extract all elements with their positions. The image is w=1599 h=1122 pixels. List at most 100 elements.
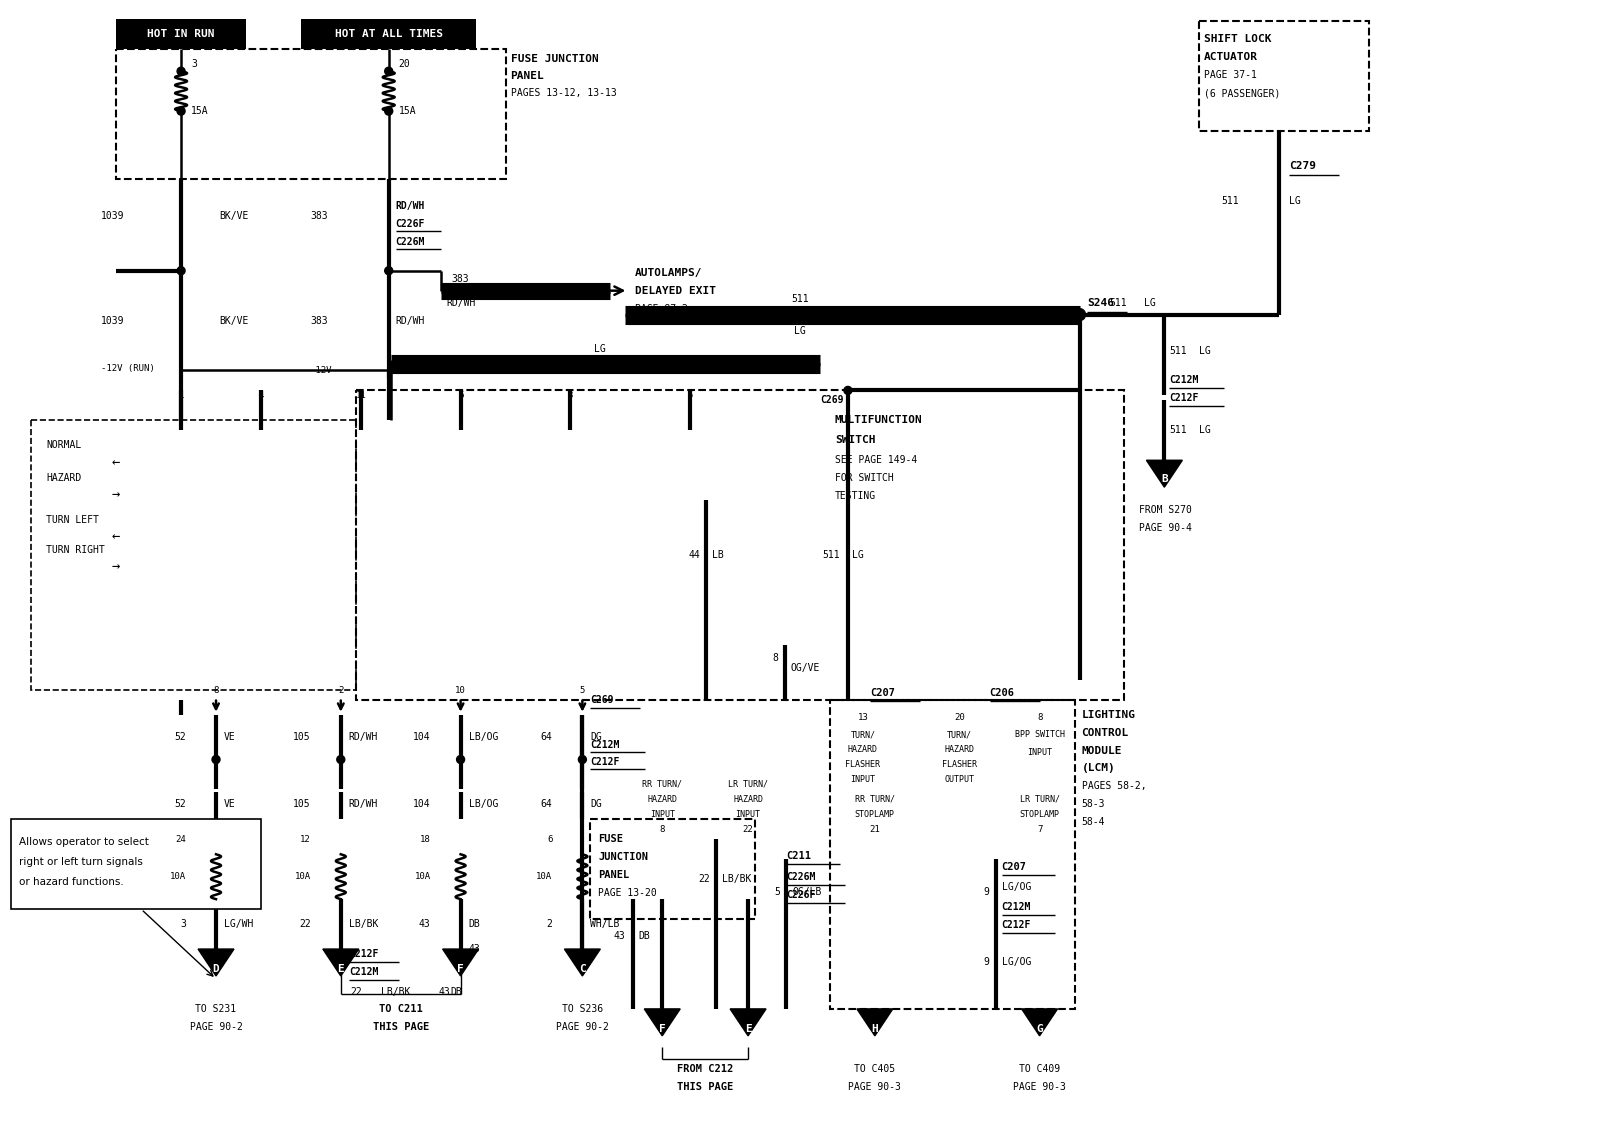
Circle shape: [385, 267, 393, 275]
Text: RD/WH: RD/WH: [349, 732, 377, 742]
Text: 52: 52: [174, 732, 185, 742]
Text: LG: LG: [595, 343, 606, 353]
Text: 22: 22: [742, 825, 753, 834]
Text: FUSE: FUSE: [598, 835, 624, 845]
Text: (LCM): (LCM): [1081, 763, 1115, 773]
Text: PAGE 13-20: PAGE 13-20: [598, 889, 657, 899]
Text: C269: C269: [590, 695, 614, 705]
Text: SWITCH: SWITCH: [835, 435, 875, 445]
Text: JUNCTION: JUNCTION: [598, 853, 648, 863]
Bar: [301, 19, 475, 49]
Text: THIS PAGE: THIS PAGE: [676, 1082, 734, 1092]
Text: →: →: [112, 487, 120, 502]
Text: HAZARD: HAZARD: [648, 794, 678, 803]
Text: TO S231: TO S231: [195, 1004, 237, 1014]
Text: C269: C269: [820, 395, 843, 405]
Bar: [355, 390, 1124, 700]
Text: LR TURN/: LR TURN/: [1020, 794, 1060, 803]
Text: LB: LB: [712, 550, 724, 560]
Text: 383: 383: [310, 211, 328, 221]
Text: 64: 64: [540, 799, 552, 809]
Text: PANEL: PANEL: [510, 71, 544, 81]
Text: 105: 105: [293, 732, 310, 742]
Text: 20: 20: [398, 59, 411, 70]
Text: LG: LG: [795, 325, 806, 335]
Text: 383: 383: [453, 274, 470, 284]
Text: 5: 5: [774, 888, 780, 898]
Text: DB: DB: [638, 931, 651, 941]
Text: 2: 2: [337, 686, 344, 695]
Text: 10A: 10A: [536, 872, 552, 881]
Text: 1039: 1039: [101, 315, 125, 325]
Text: C279: C279: [1289, 160, 1316, 171]
Text: F: F: [659, 1024, 665, 1033]
Polygon shape: [323, 949, 358, 976]
Text: RD/WH: RD/WH: [446, 297, 475, 307]
Text: PAGE 90-2: PAGE 90-2: [556, 1022, 609, 1032]
Text: LG/WH: LG/WH: [224, 919, 253, 929]
Polygon shape: [731, 1009, 766, 1036]
Polygon shape: [1146, 460, 1182, 487]
Text: 9: 9: [983, 957, 990, 967]
Text: C207: C207: [1001, 862, 1027, 872]
Circle shape: [385, 107, 393, 116]
Text: STOPLAMP: STOPLAMP: [855, 810, 895, 819]
Text: LB/BK: LB/BK: [723, 874, 752, 884]
Text: 43: 43: [438, 987, 451, 997]
Text: LB/OG: LB/OG: [469, 732, 497, 742]
Text: ACTUATOR: ACTUATOR: [1204, 53, 1258, 62]
Text: WH/LB: WH/LB: [590, 919, 620, 929]
Text: STOPLAMP: STOPLAMP: [1020, 810, 1060, 819]
Text: RD/WH: RD/WH: [349, 799, 377, 809]
Text: (6 PASSENGER): (6 PASSENGER): [1204, 89, 1281, 98]
Text: 22: 22: [299, 919, 310, 929]
Text: 18: 18: [421, 835, 430, 844]
Text: FLASHER: FLASHER: [942, 760, 977, 769]
Text: SHIFT LOCK: SHIFT LOCK: [1204, 35, 1271, 44]
Circle shape: [177, 267, 185, 275]
Polygon shape: [644, 1009, 680, 1036]
Text: HAZARD: HAZARD: [945, 745, 975, 754]
Text: 7: 7: [1036, 825, 1043, 834]
Text: C212F: C212F: [1169, 394, 1199, 404]
Text: PAGE 90-3: PAGE 90-3: [1014, 1082, 1067, 1092]
Text: 9: 9: [983, 888, 990, 898]
Text: ←: ←: [112, 530, 120, 543]
Text: VE: VE: [224, 799, 235, 809]
Text: 8: 8: [772, 653, 779, 663]
Text: right or left turn signals: right or left turn signals: [19, 857, 144, 867]
Bar: [117, 19, 246, 49]
Circle shape: [177, 107, 185, 116]
Text: -12V (RUN): -12V (RUN): [101, 364, 155, 373]
Circle shape: [337, 755, 345, 763]
Bar: [830, 700, 1075, 1009]
Text: C226M: C226M: [787, 872, 815, 882]
Text: DG: DG: [590, 732, 603, 742]
Text: Allows operator to select: Allows operator to select: [19, 837, 149, 847]
Text: S246: S246: [1087, 297, 1115, 307]
Text: 383: 383: [310, 315, 328, 325]
Text: PAGE 37-1: PAGE 37-1: [1204, 71, 1257, 80]
Text: PAGE 90-2: PAGE 90-2: [190, 1022, 243, 1032]
Text: PAGES 58-2,: PAGES 58-2,: [1081, 781, 1146, 791]
Text: E: E: [745, 1024, 752, 1033]
Text: DB: DB: [451, 987, 462, 997]
Text: LG: LG: [1199, 425, 1210, 435]
Text: FROM C212: FROM C212: [676, 1064, 734, 1074]
Text: C226M: C226M: [395, 237, 425, 247]
Text: TURN/: TURN/: [947, 730, 972, 739]
Text: PANEL: PANEL: [598, 871, 630, 881]
Polygon shape: [857, 1009, 892, 1036]
Text: RR TURN/: RR TURN/: [643, 780, 683, 789]
Bar: [1199, 21, 1369, 131]
Text: TO C409: TO C409: [1019, 1064, 1060, 1074]
Text: 52: 52: [174, 799, 185, 809]
Text: HAZARD: HAZARD: [46, 473, 82, 484]
Text: BK/VE: BK/VE: [219, 315, 248, 325]
Text: TO S236: TO S236: [561, 1004, 603, 1014]
Text: PAGE 90-3: PAGE 90-3: [849, 1082, 902, 1092]
Polygon shape: [1022, 1009, 1057, 1036]
Text: 3: 3: [568, 390, 572, 399]
Text: INPUT: INPUT: [736, 810, 761, 819]
Text: 13: 13: [857, 714, 868, 723]
